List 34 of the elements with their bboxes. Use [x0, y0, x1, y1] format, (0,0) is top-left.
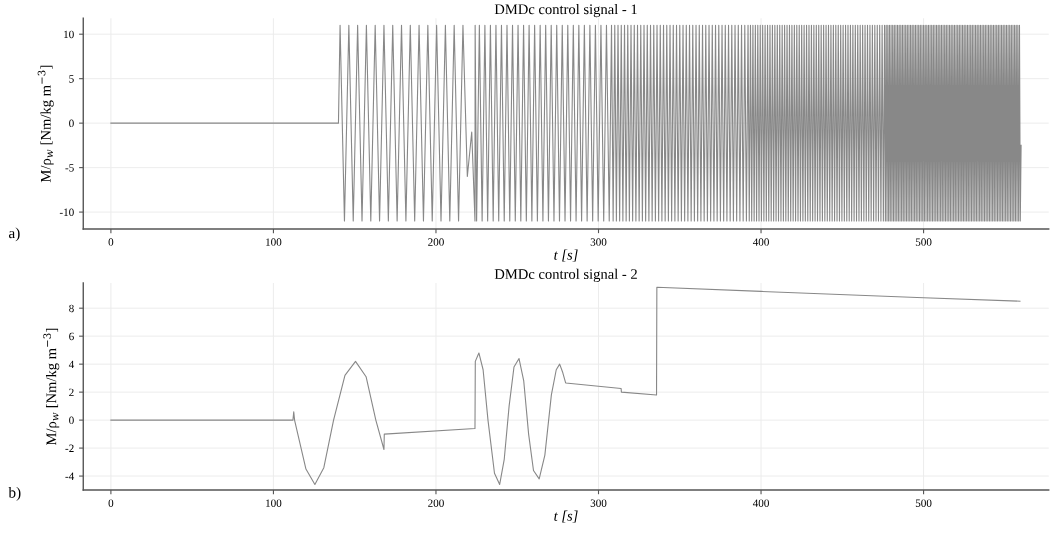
y-tick-label: 0 — [69, 119, 74, 128]
line-series — [110, 286, 1021, 486]
y-tick-label: 0 — [69, 416, 74, 425]
x-tick-label: 400 — [752, 238, 769, 246]
x-tick-label: 400 — [752, 499, 769, 507]
y-tick-label: -2 — [65, 444, 74, 452]
y-axis-title: M/ρ$_{w}$ [Nm/kg m$^{−3}$] — [43, 328, 60, 446]
y-tick-label: -4 — [65, 472, 75, 480]
line-series — [110, 24, 1022, 222]
y-tick-label: 4 — [68, 360, 75, 369]
y-tick-label: 5 — [69, 75, 74, 83]
text: b) — [8, 486, 21, 501]
x-axis-title: t [s] — [554, 249, 578, 262]
x-tick-label: 0 — [108, 238, 114, 246]
y-tick-label: -10 — [59, 208, 74, 217]
x-tick-label: 100 — [266, 499, 282, 507]
x-tick-label: 500 — [915, 238, 932, 246]
y-axis-title: M/ρ$_{w}$ [Nm/kg m$^{−3}$] — [37, 65, 54, 183]
y-tick-label: 10 — [64, 30, 74, 39]
x-tick-label: 0 — [108, 499, 114, 507]
x-tick-label: 100 — [266, 238, 282, 246]
text: a) — [8, 227, 20, 242]
x-tick-label: 200 — [428, 499, 444, 507]
chart-title: DMDc control signal - 2 — [494, 268, 637, 282]
y-tick-label: 8 — [69, 304, 74, 313]
x-axis-title: t [s] — [554, 510, 578, 523]
y-tick-label: -5 — [65, 164, 74, 172]
x-tick-label: 300 — [590, 499, 607, 507]
chart-title: DMDc control signal - 1 — [494, 3, 637, 18]
y-tick-label: 6 — [69, 332, 74, 341]
x-tick-label: 300 — [590, 238, 607, 246]
x-tick-label: 500 — [915, 499, 932, 507]
y-tick-label: 2 — [69, 388, 74, 396]
x-tick-label: 200 — [428, 238, 444, 246]
